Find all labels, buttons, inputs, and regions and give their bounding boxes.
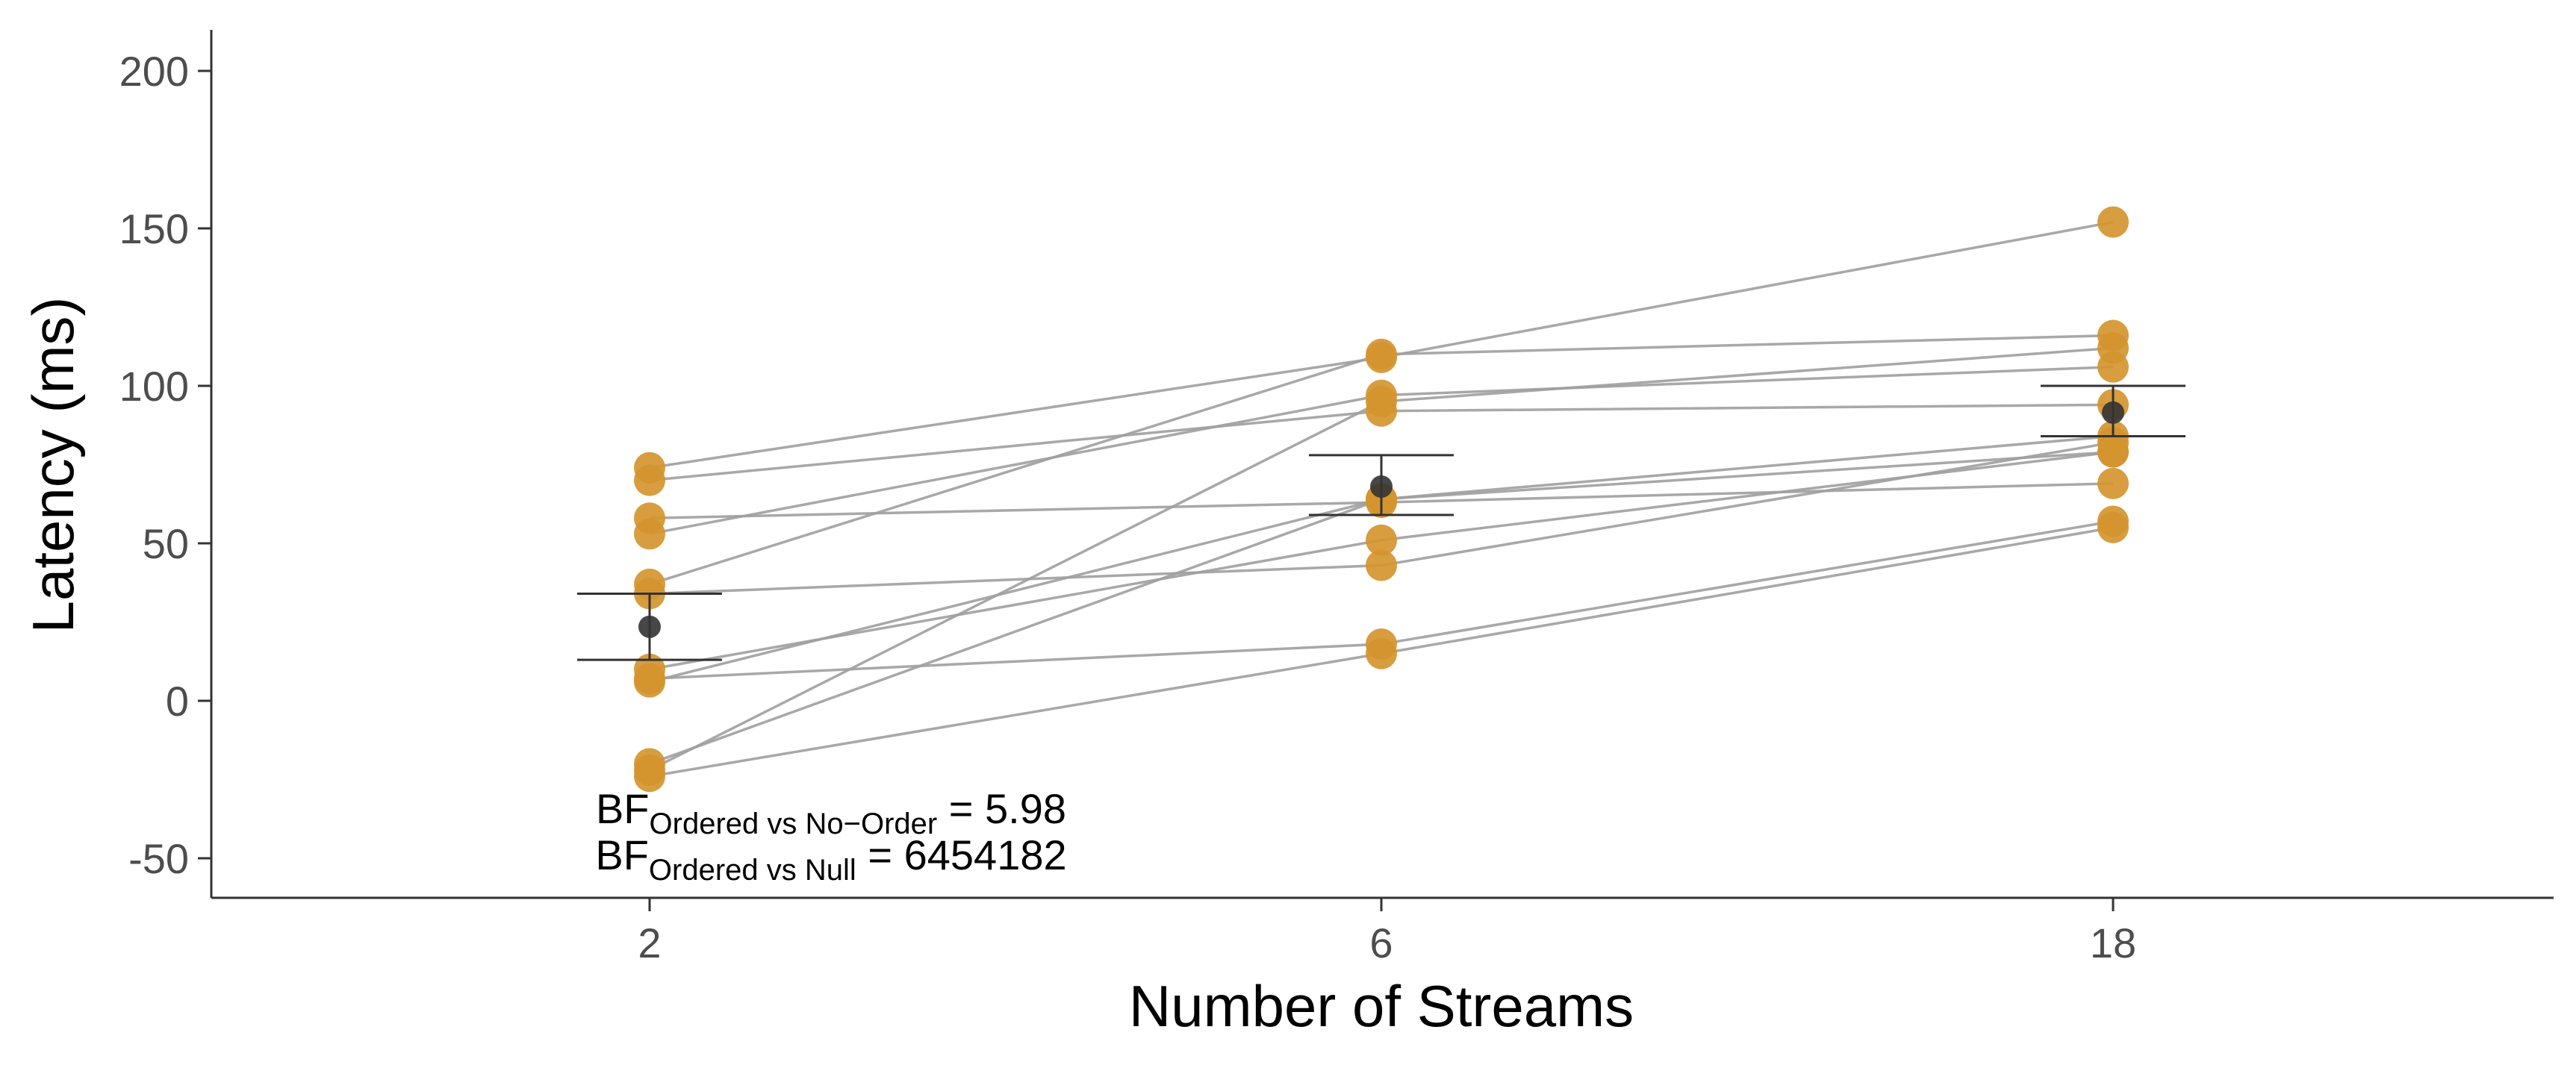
bf-annotation-1: BFOrdered vs No−Order = 5.98 bbox=[596, 785, 1066, 840]
participant-point bbox=[634, 761, 665, 793]
participant-point bbox=[2097, 511, 2129, 543]
y-tick-label: 100 bbox=[119, 363, 189, 410]
participant-point bbox=[634, 464, 665, 496]
bf-annotation-1-prefix: BF bbox=[596, 785, 650, 832]
participant-point bbox=[2097, 206, 2129, 238]
bf-annotation-2-subscript: Ordered vs Null bbox=[649, 854, 856, 887]
participant-point bbox=[1366, 637, 1397, 669]
mean-and-ci-layer bbox=[577, 384, 2185, 661]
participant-point bbox=[1366, 549, 1397, 581]
x-tick-label: 18 bbox=[2090, 919, 2136, 966]
bf-annotation-2: BFOrdered vs Null = 6454182 bbox=[595, 831, 1066, 887]
x-axis-title: Number of Streams bbox=[1129, 973, 1634, 1039]
y-tick-label: -50 bbox=[128, 835, 189, 882]
x-tick-label: 6 bbox=[1369, 919, 1393, 966]
y-tick-label: 200 bbox=[119, 48, 189, 95]
x-ticks: 2 6 18 bbox=[638, 898, 2136, 966]
participant-point bbox=[634, 666, 665, 698]
participant-point bbox=[1366, 386, 1397, 418]
y-tick-label: 0 bbox=[166, 678, 189, 725]
participant-point bbox=[1366, 338, 1397, 370]
bf-annotation-1-subscript: Ordered vs No−Order bbox=[650, 808, 938, 840]
bf-annotation-2-value: = 6454182 bbox=[856, 831, 1067, 878]
mean-point bbox=[2102, 401, 2124, 424]
participant-point bbox=[2097, 332, 2129, 364]
participant-point bbox=[634, 518, 665, 550]
bf-annotation-2-prefix: BF bbox=[595, 831, 649, 878]
mean-point bbox=[1370, 475, 1393, 499]
y-tick-label: 50 bbox=[143, 520, 189, 567]
bf-annotation-1-value: = 5.98 bbox=[937, 785, 1066, 832]
y-tick-label: 150 bbox=[119, 205, 189, 252]
participant-point bbox=[2097, 467, 2129, 499]
mean-point bbox=[638, 615, 661, 638]
y-ticks: -50 0 50 100 150 200 bbox=[119, 48, 211, 882]
x-tick-label: 2 bbox=[638, 919, 661, 966]
participant-point bbox=[1366, 524, 1397, 556]
y-axis-title: Latency (ms) bbox=[20, 297, 86, 634]
